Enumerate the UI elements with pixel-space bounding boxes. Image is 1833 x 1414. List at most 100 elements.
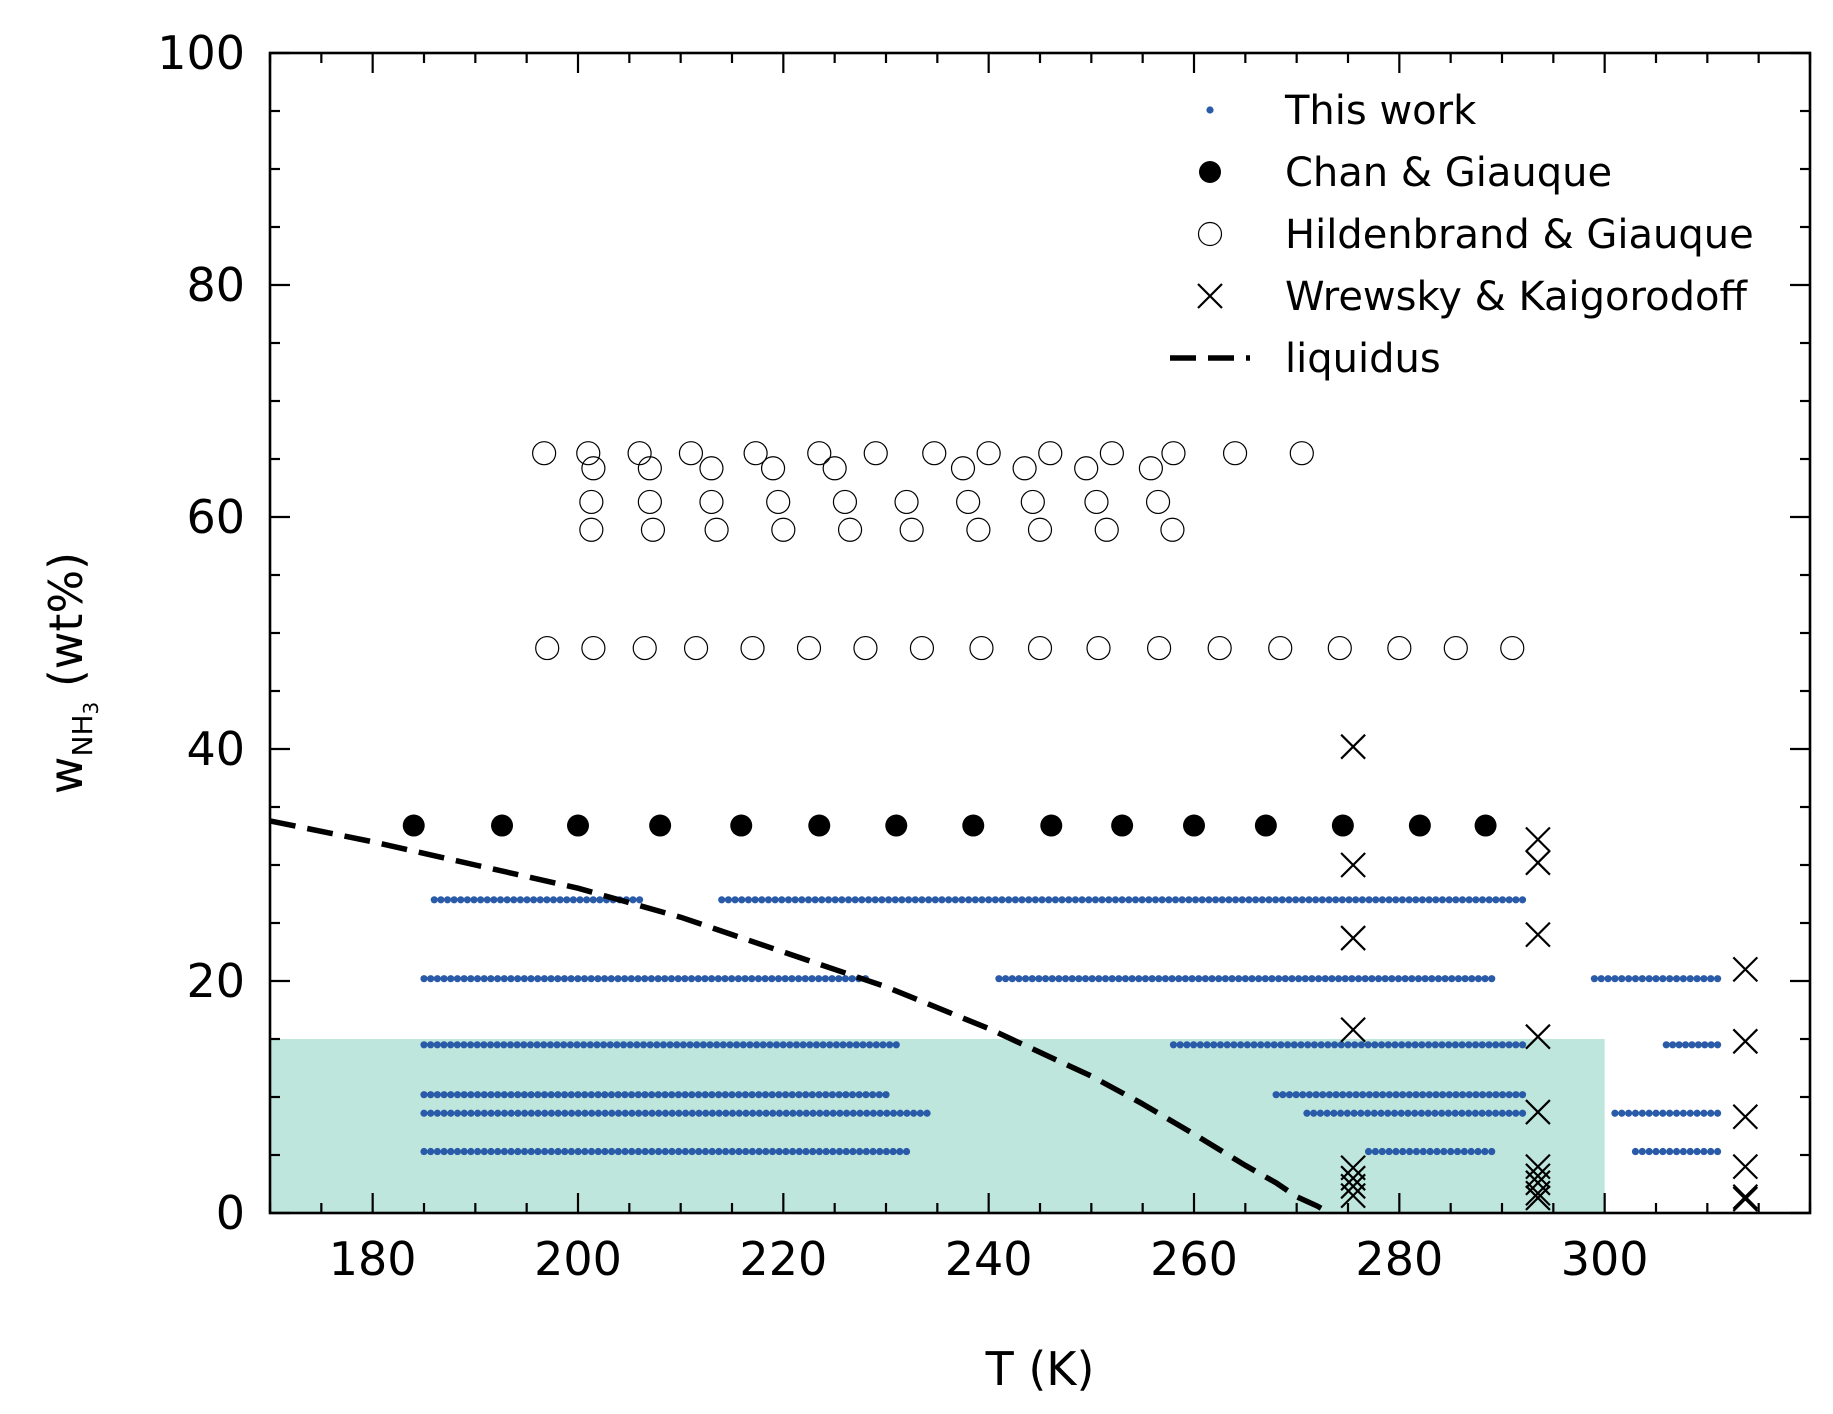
data-point <box>809 1109 817 1117</box>
data-point <box>649 814 672 837</box>
data-point <box>1363 1109 1372 1117</box>
legend-marker <box>1197 283 1223 309</box>
data-point <box>574 1147 582 1156</box>
data-point <box>1334 975 1343 983</box>
data-point <box>1412 1091 1420 1099</box>
data-point <box>695 1109 703 1117</box>
data-point <box>998 896 1006 904</box>
data-point <box>1465 896 1473 904</box>
data-point <box>1686 1147 1694 1156</box>
data-point <box>1098 896 1106 904</box>
data-point <box>619 1041 628 1049</box>
data-point <box>1453 1147 1462 1156</box>
data-point <box>1652 975 1660 983</box>
data-point <box>869 1147 877 1156</box>
data-point <box>1431 1041 1439 1049</box>
data-point <box>494 1147 502 1156</box>
data-point <box>526 1041 535 1049</box>
data-point <box>694 975 702 983</box>
data-point <box>1146 635 1172 661</box>
data-point <box>1408 975 1416 983</box>
data-point <box>668 1109 676 1117</box>
data-point <box>728 1091 736 1099</box>
data-point <box>447 1041 455 1049</box>
data-point <box>514 975 522 983</box>
data-point <box>1161 975 1170 983</box>
data-point <box>832 489 858 515</box>
data-point <box>822 1091 830 1099</box>
data-point <box>1235 975 1243 983</box>
data-point <box>1732 1028 1759 1055</box>
data-point <box>1314 975 1323 983</box>
data-point <box>1467 1147 1475 1156</box>
data-point <box>433 1147 442 1156</box>
data-point <box>460 1147 468 1156</box>
data-point <box>1340 733 1366 760</box>
legend-marker <box>1199 161 1221 183</box>
data-point <box>486 1041 495 1049</box>
data-point <box>1005 896 1013 904</box>
data-point <box>493 1041 501 1049</box>
data-point <box>1075 975 1083 983</box>
data-point <box>1590 975 1598 983</box>
legend-label: liquidus <box>1285 336 1441 382</box>
data-point <box>730 814 753 837</box>
plot-layer <box>269 441 1759 1216</box>
data-point <box>1448 975 1456 983</box>
data-point <box>789 1147 797 1156</box>
data-point <box>659 1041 668 1049</box>
data-point <box>862 1091 870 1099</box>
data-point <box>965 896 973 904</box>
data-point <box>742 1109 750 1117</box>
legend-label: Hildenbrand & Giauque <box>1285 212 1754 258</box>
data-point <box>627 975 635 983</box>
data-point <box>516 896 524 904</box>
data-point <box>1285 896 1293 904</box>
data-point <box>766 489 791 515</box>
data-point <box>576 441 601 466</box>
data-point <box>702 1109 710 1117</box>
data-point <box>543 896 551 904</box>
data-point <box>1323 1109 1331 1117</box>
data-point <box>1061 975 1070 983</box>
data-point <box>1301 975 1309 983</box>
data-point <box>667 975 676 983</box>
data-point <box>1222 441 1248 466</box>
data-point <box>1478 1041 1486 1049</box>
legend-marker <box>1197 221 1223 247</box>
data-point <box>534 1109 542 1117</box>
data-point <box>1645 1109 1653 1117</box>
data-point <box>1460 1147 1468 1156</box>
data-point <box>1414 975 1423 983</box>
data-point <box>1481 1147 1489 1156</box>
data-point <box>818 896 826 904</box>
data-point <box>1359 1091 1367 1099</box>
data-point <box>699 456 724 481</box>
data-point <box>889 1109 898 1117</box>
data-point <box>728 1147 736 1156</box>
data-point <box>1472 1091 1480 1099</box>
data-point <box>460 975 468 983</box>
data-point <box>580 1041 588 1049</box>
data-point <box>440 1109 448 1117</box>
data-point <box>1426 1147 1434 1156</box>
data-point <box>991 896 999 904</box>
data-point <box>951 896 959 904</box>
data-point <box>909 635 935 661</box>
data-point <box>636 896 644 904</box>
data-point <box>759 1041 767 1049</box>
data-point <box>1183 814 1205 837</box>
data-point <box>460 1091 468 1099</box>
data-point <box>1525 826 1551 853</box>
data-point <box>467 1147 475 1156</box>
data-point <box>1512 896 1520 904</box>
data-point <box>1398 1041 1406 1049</box>
data-point <box>1465 1109 1473 1117</box>
data-point <box>1659 1147 1667 1156</box>
data-point <box>1368 975 1376 983</box>
x-axis-title: T (K) <box>985 1342 1095 1396</box>
data-point <box>523 896 531 904</box>
data-point <box>574 1109 582 1117</box>
data-point <box>844 896 853 904</box>
data-point <box>494 1109 502 1117</box>
